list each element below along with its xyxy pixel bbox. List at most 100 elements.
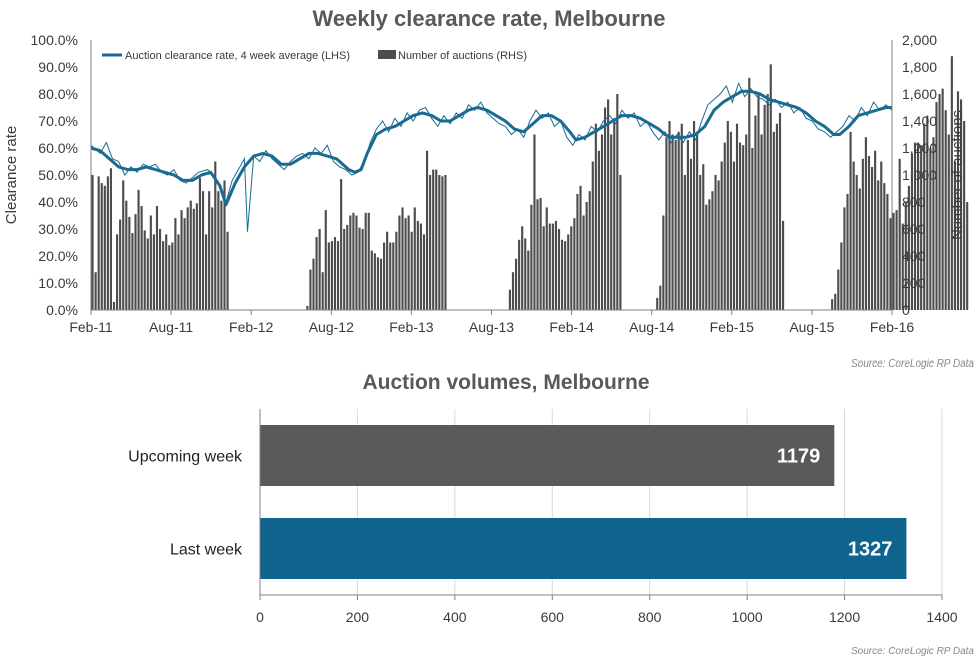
x-tick-label: 400: [443, 609, 467, 625]
auction-bar: [886, 193, 889, 310]
auction-bar: [619, 175, 622, 310]
auction-bar: [858, 188, 861, 310]
category-label: Last week: [170, 542, 243, 559]
x-tick-label: Feb-16: [870, 319, 915, 335]
auction-bar: [717, 180, 720, 310]
auction-bar: [769, 64, 772, 310]
auction-bar: [419, 223, 422, 310]
chart2-x-axis-ticks: 0 200 400 600 800 1000 1200 1400: [256, 595, 958, 625]
chart1-left-axis-label: Clearance rate: [3, 126, 20, 224]
auction-bar: [140, 206, 143, 310]
auction-bar: [131, 233, 134, 310]
auction-bar: [389, 242, 392, 310]
auction-bar: [508, 289, 511, 310]
auction-bar: [122, 180, 125, 310]
auction-bar: [941, 88, 944, 310]
auction-bar: [892, 212, 895, 310]
left-tick-label: 30.0%: [38, 221, 78, 237]
auction-bar: [94, 272, 97, 310]
auction-bar: [696, 131, 699, 310]
auction-bar: [932, 137, 935, 310]
auction-bar: [392, 242, 395, 310]
auction-bar: [340, 179, 343, 310]
auction-bar: [174, 218, 177, 310]
right-tick-label: 1,800: [902, 59, 937, 75]
weekly-clearance-chart: Weekly clearance rate, Melbourne 0.0% 10.…: [3, 6, 974, 362]
auction-bar: [112, 301, 116, 310]
auction-bar: [760, 134, 763, 310]
x-tick-label: Feb-15: [710, 319, 755, 335]
left-tick-label: 20.0%: [38, 248, 78, 264]
legend-bar-label: Number of auctions (RHS): [398, 50, 527, 62]
auction-bar: [425, 150, 429, 310]
auction-bar: [435, 169, 438, 310]
auction-bar: [379, 258, 383, 310]
auction-bar: [683, 175, 686, 310]
auction-bar: [597, 150, 600, 310]
auction-bar: [674, 139, 677, 310]
auction-bar: [217, 191, 220, 310]
auction-bar: [521, 226, 524, 310]
auction-bar: [125, 200, 128, 310]
auction-bar: [407, 215, 410, 310]
auction-bar: [429, 175, 432, 310]
auction-bar: [346, 224, 349, 310]
auction-bar: [775, 123, 778, 310]
auction-bar: [735, 123, 739, 310]
chart1-source-copy: Source: CoreLogic RP Data: [851, 362, 974, 370]
x-tick-label: Aug-11: [149, 319, 193, 335]
auction-bar: [781, 220, 785, 310]
auction-bar: [910, 153, 914, 310]
auction-bar: [511, 272, 515, 310]
auction-bar: [917, 142, 920, 310]
auction-bar: [837, 269, 840, 310]
auction-bar: [116, 234, 119, 310]
auction-bar: [548, 223, 551, 310]
right-tick-label: 200: [902, 275, 926, 291]
auction-bar: [567, 234, 570, 310]
x-tick-label: Feb-14: [549, 319, 594, 335]
right-tick-label: 1,600: [902, 86, 937, 102]
auction-bar: [874, 150, 877, 310]
auction-bar: [671, 134, 674, 310]
auction-bar: [754, 115, 757, 310]
auction-bar: [732, 161, 736, 310]
auction-bar: [330, 241, 333, 310]
auction-bar: [438, 175, 441, 310]
left-tick-label: 40.0%: [38, 194, 78, 210]
auction-bar: [656, 297, 659, 310]
auction-bar: [935, 102, 938, 310]
x-tick-label: 200: [346, 609, 370, 625]
auction-bar: [416, 220, 419, 310]
auction-bar: [527, 250, 530, 310]
auction-bar: [336, 241, 340, 310]
auction-bar: [367, 212, 370, 310]
auction-bar: [588, 191, 591, 310]
auction-bar: [610, 134, 613, 310]
auction-bar: [361, 229, 364, 310]
auction-bar: [355, 215, 358, 310]
auction-bar: [103, 185, 106, 310]
auction-bar: [220, 200, 223, 310]
auction-bar: [192, 208, 195, 310]
auction-bar: [410, 231, 413, 310]
auction-bar: [705, 204, 708, 310]
x-tick-label: Feb-13: [389, 319, 434, 335]
auction-bar: [106, 176, 109, 310]
auction-bar: [205, 234, 208, 310]
auction-bar: [745, 134, 748, 310]
auction-bar: [551, 223, 554, 310]
x-tick-label: 1200: [829, 609, 860, 625]
auction-bar: [137, 189, 140, 310]
right-tick-label: 400: [902, 248, 926, 264]
auction-bar: [214, 161, 217, 310]
chart1-source: Source: CoreLogic RP Data: [851, 358, 974, 362]
auction-bar: [855, 175, 858, 310]
x-tick-label: 600: [541, 609, 565, 625]
left-tick-label: 100.0%: [31, 32, 78, 48]
auction-bar: [852, 161, 855, 310]
auction-bar: [364, 212, 367, 310]
right-tick-label: 0: [902, 302, 910, 318]
auction-bar: [143, 230, 146, 310]
auction-bar: [168, 245, 171, 310]
